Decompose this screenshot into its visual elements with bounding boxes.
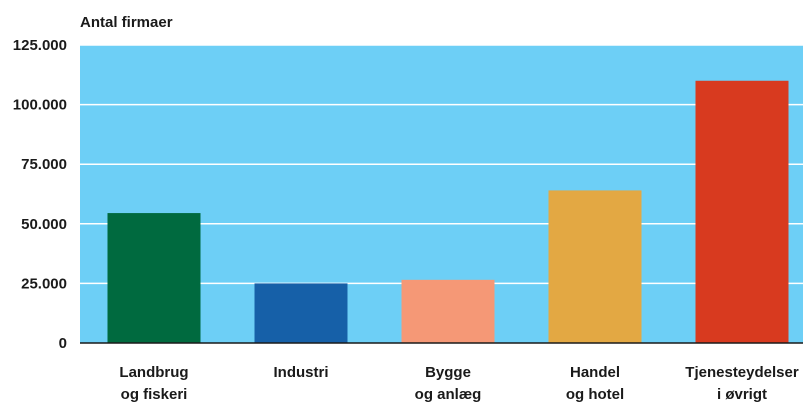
y-tick-label: 50.000 [21, 216, 67, 233]
bar [254, 283, 348, 343]
y-tick-label: 25.000 [21, 275, 67, 292]
category-label-line: og hotel [566, 386, 624, 403]
category-label: Tjenesteydelser i øvrigt [685, 364, 799, 403]
y-tick-label: 75.000 [21, 156, 67, 173]
category-label: Bygge og anlæg [415, 364, 482, 403]
category-label-line: Landbrug [119, 364, 188, 381]
y-tick-label: 100.000 [13, 97, 67, 114]
category-label-line: og anlæg [415, 386, 482, 403]
bar [548, 190, 642, 343]
y-tick-label: 0 [59, 335, 67, 352]
y-tick-label: 125.000 [13, 37, 67, 54]
y-axis-title: Antal firmaer [80, 14, 173, 31]
category-label-line: i øvrigt [717, 386, 767, 403]
bar [401, 279, 495, 343]
bar [695, 80, 789, 343]
category-label: Handel og hotel [566, 364, 624, 403]
category-label: Landbrug og fiskeri [119, 364, 188, 403]
bars [107, 80, 789, 343]
category-label-line: Handel [570, 364, 620, 381]
category-label: Industri [274, 364, 329, 381]
category-label-line: og fiskeri [121, 386, 188, 403]
category-labels: Landbrug og fiskeri Industri Bygge og anlæg H… [119, 364, 798, 403]
category-label-line: Industri [274, 364, 329, 381]
category-label-line: Bygge [425, 364, 471, 381]
category-label-line: Tjenesteydelser [685, 364, 799, 381]
y-tick-labels: 0 25.000 50.000 75.000 100.000 125.000 [13, 37, 67, 352]
bar [107, 213, 201, 343]
